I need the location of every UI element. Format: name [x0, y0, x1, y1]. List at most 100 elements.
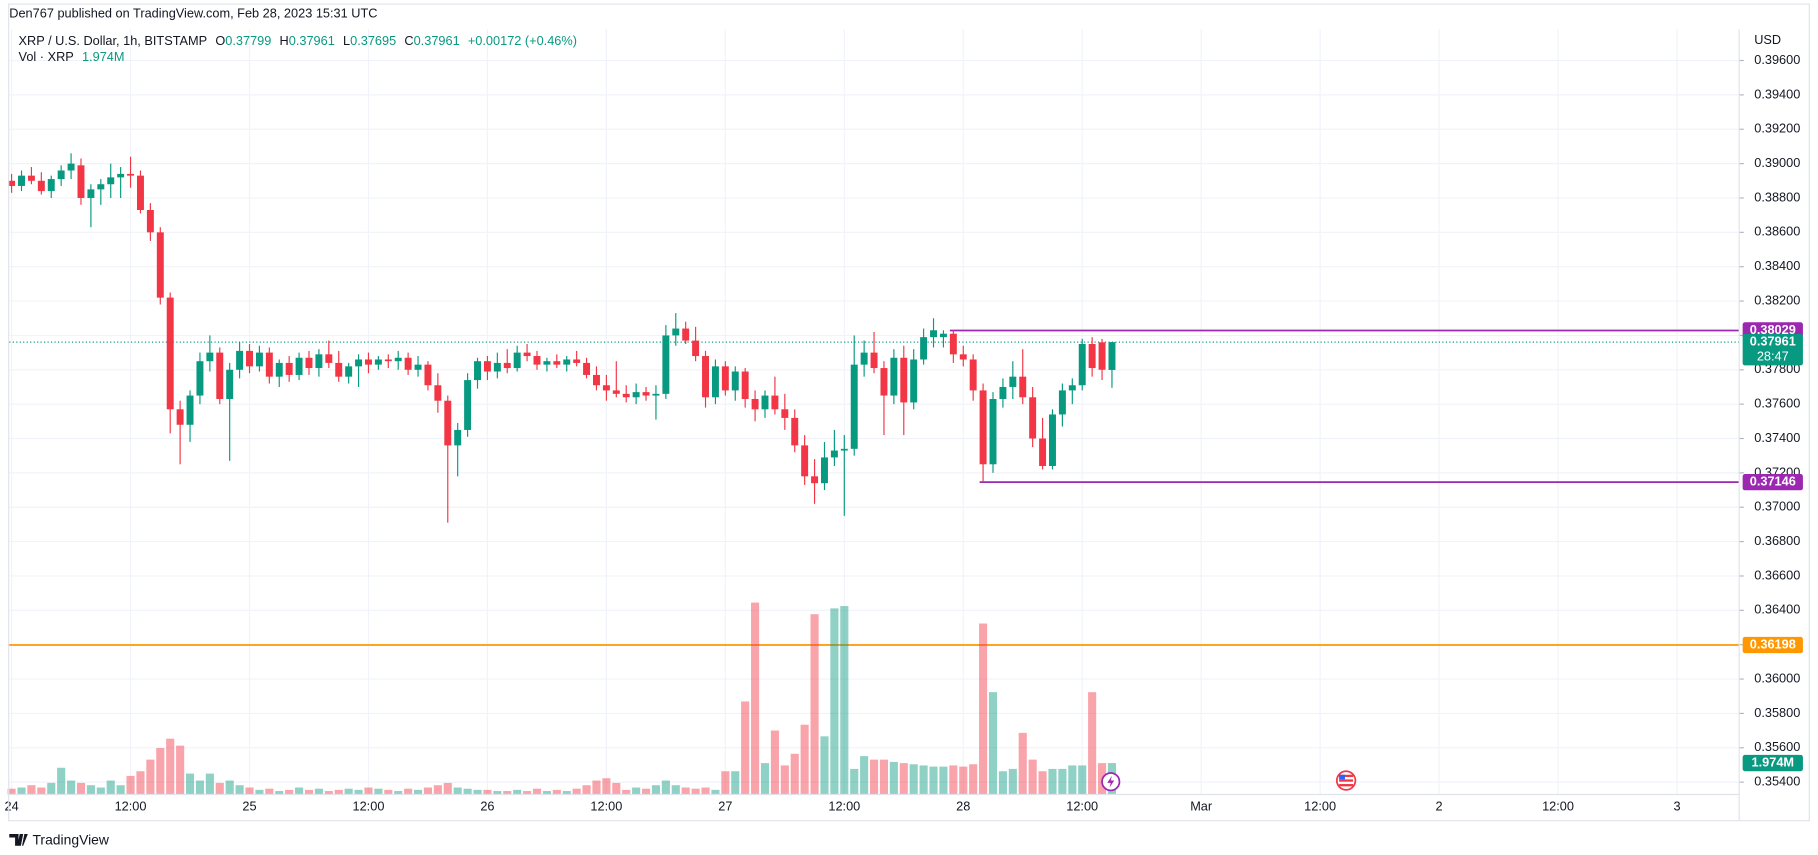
x-tick-label: 2	[1436, 799, 1443, 814]
volume-bar	[830, 608, 839, 795]
candle-body	[910, 359, 918, 403]
volume-bar	[988, 692, 998, 795]
x-tick-label: 12:00	[115, 799, 147, 814]
volume-bar	[1038, 771, 1047, 795]
volume-bar	[641, 788, 651, 795]
candle-body	[652, 393, 660, 396]
candle-body	[315, 354, 323, 369]
volume-bar	[879, 759, 889, 795]
volume-bar	[473, 789, 482, 795]
candle-body	[830, 450, 838, 458]
candle-body	[860, 352, 868, 365]
candle-body	[702, 356, 709, 398]
volume-bar	[998, 771, 1007, 795]
volume-bar	[612, 782, 621, 795]
volume-bar	[731, 771, 740, 795]
candle-body	[721, 366, 729, 391]
volume-bar	[939, 766, 948, 795]
high-value: 0.37961	[289, 33, 335, 48]
y-tick-label: 0.38200	[1754, 292, 1800, 307]
volume-bar	[57, 767, 66, 795]
volume-bar	[671, 785, 680, 795]
footer-text: TradingView	[32, 832, 109, 848]
candle-body	[414, 364, 422, 370]
candle-body	[870, 352, 878, 369]
candle-body	[493, 362, 501, 372]
volume-bar	[364, 787, 373, 795]
candle-body	[553, 361, 561, 365]
change: +0.00172 (+0.46%)	[468, 33, 577, 48]
candle-body	[880, 368, 888, 396]
candle-body	[563, 359, 571, 365]
volume-bar	[1028, 759, 1037, 795]
flag-icon[interactable]	[1335, 770, 1357, 791]
candle-body	[573, 359, 581, 363]
volume-bar	[701, 787, 710, 795]
candle-body	[1029, 397, 1037, 439]
volume-title: Vol · XRP	[19, 50, 74, 65]
candle-body	[930, 330, 938, 338]
candle-body	[394, 357, 402, 362]
candle-body	[989, 398, 997, 465]
candle-body	[117, 173, 125, 178]
volume-bar	[909, 764, 918, 795]
volume-bar	[126, 775, 135, 795]
low-value: 0.37695	[350, 33, 396, 48]
candle-body	[364, 359, 372, 365]
ohlc-letter: O	[215, 33, 225, 48]
candle-body	[226, 369, 234, 399]
candle-body	[37, 180, 45, 192]
candle-body	[444, 400, 452, 446]
volume-bar	[156, 747, 165, 795]
volume-bar	[443, 782, 452, 795]
volume-bar	[959, 766, 968, 795]
price-tag-label: 0.38029	[1750, 322, 1796, 337]
candle-body	[533, 356, 541, 365]
volume-bar	[275, 791, 284, 795]
x-tick-label: 12:00	[828, 799, 860, 814]
flag-stripe	[1339, 784, 1354, 787]
volume-bar	[205, 773, 214, 795]
candle-body	[662, 335, 670, 394]
candle-body	[850, 364, 858, 449]
x-tick-label: Mar	[1190, 799, 1213, 814]
candle-body	[186, 395, 194, 425]
candle-body	[305, 357, 313, 369]
volume-bar	[929, 766, 938, 795]
volume-bar	[513, 789, 522, 795]
volume-bar	[760, 763, 770, 795]
volume-bar	[810, 614, 819, 795]
volume-bar	[76, 782, 86, 795]
volume-bar	[67, 780, 76, 795]
volume-bar	[562, 791, 571, 795]
volume-bar	[344, 788, 353, 795]
volume-bar	[136, 771, 145, 795]
volume-bar	[146, 759, 155, 795]
volume-bar	[17, 787, 26, 795]
candle-body	[840, 448, 848, 451]
x-tick-label: 26	[480, 799, 494, 814]
candles	[8, 153, 1116, 523]
open-value: 0.37799	[225, 33, 271, 48]
volume-bar	[572, 788, 581, 795]
candle-body	[255, 352, 263, 367]
volume-bar	[47, 782, 56, 795]
volume-bar	[542, 791, 551, 795]
volume-bar	[106, 780, 115, 795]
currency: USD	[1754, 32, 1781, 47]
event-icon[interactable]	[1101, 772, 1121, 792]
x-tick-label: 28	[956, 799, 970, 814]
candle-body	[384, 359, 392, 362]
candle-body	[513, 352, 521, 369]
candle-body	[374, 359, 382, 365]
volume-bar	[185, 773, 195, 795]
volume-bar	[979, 623, 988, 795]
volume-bar	[334, 789, 343, 795]
y-tick-label: 0.37000	[1754, 499, 1800, 514]
ohlc-letter: L	[343, 33, 350, 48]
candle-body	[107, 177, 115, 185]
y-tick-label: 0.39600	[1754, 52, 1800, 67]
flag-stripe	[1339, 774, 1354, 778]
candle-body	[523, 352, 531, 357]
volume-bar	[691, 788, 700, 795]
